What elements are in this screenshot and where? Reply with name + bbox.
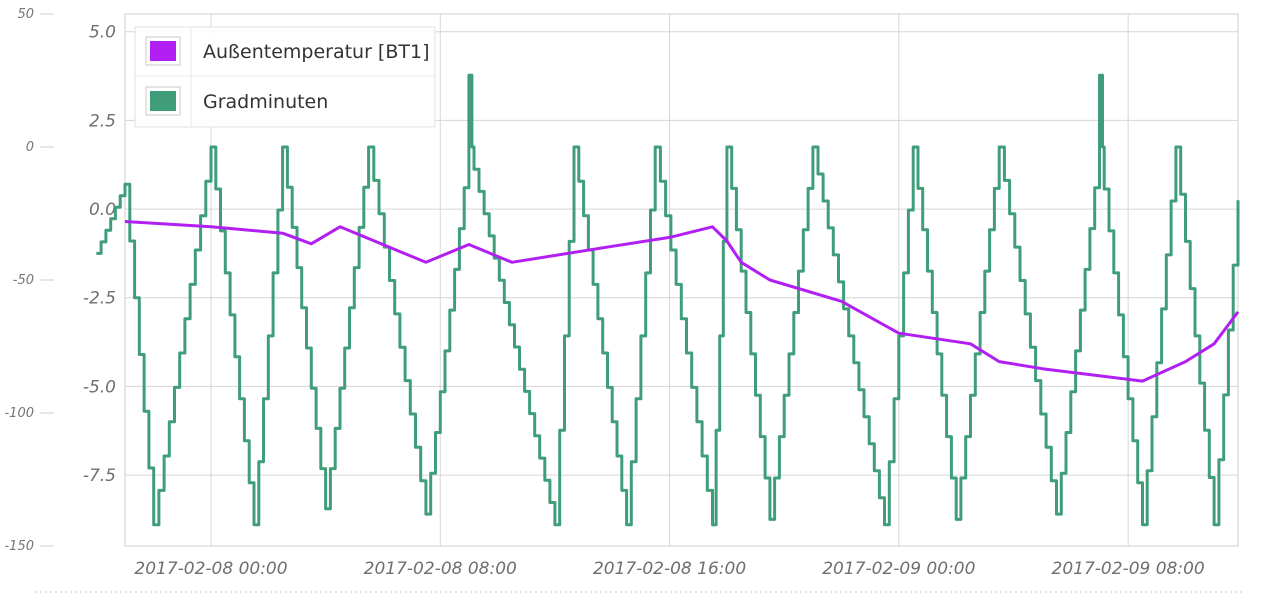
legend-swatch-gradminuten (150, 91, 176, 111)
legend-label-aussentemperatur: Außentemperatur [BT1] (203, 41, 430, 63)
y-tick-label: -5.0 (83, 377, 116, 397)
x-tick-label: 2017-02-08 16:00 (593, 559, 746, 579)
left-y-tick-label: -150 (4, 539, 34, 554)
legend-item-gradminuten[interactable]: Gradminuten (145, 86, 328, 116)
series-line-aussentemperatur (124, 220, 1240, 383)
left-y-axis: 50 0 -50 -100 -150 (4, 7, 54, 554)
x-axis: 2017-02-08 00:00 2017-02-08 08:00 2017-02-… (134, 559, 1204, 579)
series-line-gradminuten (96, 73, 1240, 527)
legend-item-aussentemperatur[interactable]: Außentemperatur [BT1] (145, 36, 430, 66)
x-tick-label: 2017-02-09 08:00 (1052, 559, 1205, 579)
y-tick-label: 2.5 (89, 111, 116, 131)
series-layer (96, 73, 1240, 527)
y-tick-label: -7.5 (83, 466, 116, 486)
left-y-tick-label: 50 (17, 7, 34, 22)
y-tick-label: 5.0 (89, 23, 116, 43)
legend-swatch-aussentemperatur (150, 41, 176, 61)
main-y-axis: 5.0 2.5 0.0 -2.5 -5.0 -7.5 (83, 23, 116, 486)
plot-border (124, 13, 1239, 547)
left-y-tick-label: -100 (4, 406, 34, 421)
left-y-tick-label: 0 (26, 140, 34, 155)
y-tick-label: -2.5 (83, 289, 116, 309)
y-tick-label: 0.0 (89, 200, 116, 220)
legend[interactable]: Außentemperatur [BT1] Gradminuten (134, 26, 436, 128)
x-tick-label: 2017-02-08 00:00 (134, 559, 287, 579)
x-tick-label: 2017-02-09 00:00 (822, 559, 975, 579)
x-tick-label: 2017-02-08 08:00 (364, 559, 517, 579)
left-y-tick-label: -50 (13, 273, 34, 288)
legend-label-gradminuten: Gradminuten (203, 91, 328, 113)
